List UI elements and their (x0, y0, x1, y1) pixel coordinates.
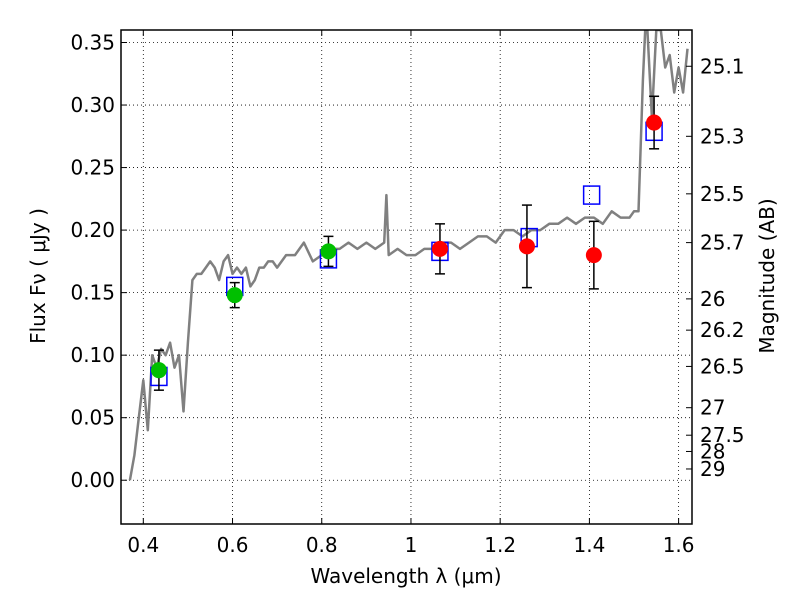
near-ir-data-point (585, 247, 602, 264)
magnitude-axis-label: Magnitude (AB) (755, 198, 779, 353)
plot-area (128, 30, 689, 481)
plot-clip-group (128, 30, 689, 481)
y-tick-label: 0.25 (70, 156, 115, 180)
magnitude-tick-label: 25.1 (700, 54, 745, 78)
y-tick-label: 0.00 (70, 468, 115, 492)
axes-frame (120, 29, 693, 525)
model-photometry-square (582, 185, 601, 205)
y-axis: 0.00 0.05 0.10 0.15 0.20 0.25 0.30 0.35 (70, 31, 127, 492)
x-tick-label: 0.6 (217, 533, 249, 557)
y-tick-label: 0.05 (70, 406, 115, 430)
magnitude-tick-label: 26 (700, 287, 725, 311)
optical-data-point (150, 362, 167, 379)
near-ir-data-point (431, 240, 448, 257)
x-tick-label: 1 (405, 533, 418, 557)
x-tick-label: 1.2 (484, 533, 516, 557)
magnitude-tick-label: 28 (700, 439, 725, 463)
x-axis-label: Wavelength λ (μm) (310, 564, 501, 588)
x-axis: 0.4 0.6 0.8 1 1.2 1.4 1.6 (127, 30, 695, 557)
y-tick-label: 0.15 (70, 281, 115, 305)
y-tick-label: 0.30 (70, 93, 115, 117)
magnitude-tick-label: 26.2 (700, 318, 745, 342)
magnitude-tick-label: 26.5 (700, 354, 745, 378)
magnitude-tick-label: 25.5 (700, 182, 745, 206)
magnitude-tick-label: 29 (700, 457, 725, 481)
optical-data-point (320, 243, 337, 260)
grid (121, 30, 692, 524)
x-tick-label: 1.6 (663, 533, 695, 557)
magnitude-tick-label: 27 (700, 396, 725, 420)
magnitude-tick-label: 25.7 (700, 231, 745, 255)
model-spectrum-line (128, 30, 689, 481)
y-axis-label: Flux Fν ( μJy ) (26, 208, 50, 344)
x-tick-label: 1.4 (573, 533, 605, 557)
near-ir-data-point (646, 114, 663, 131)
y-tick-label: 0.10 (70, 343, 115, 367)
y-tick-label: 0.35 (70, 31, 115, 55)
near-ir-data-point (518, 238, 535, 255)
magnitude-tick-label: 25.3 (700, 124, 745, 148)
x-tick-label: 0.4 (127, 533, 159, 557)
optical-data-point (226, 287, 243, 304)
x-tick-label: 0.8 (306, 533, 338, 557)
y-tick-label: 0.20 (70, 218, 115, 242)
magnitude-tick-label: 27.5 (700, 423, 745, 447)
